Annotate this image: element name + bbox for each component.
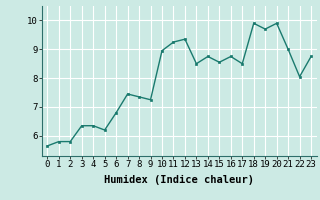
X-axis label: Humidex (Indice chaleur): Humidex (Indice chaleur) xyxy=(104,175,254,185)
